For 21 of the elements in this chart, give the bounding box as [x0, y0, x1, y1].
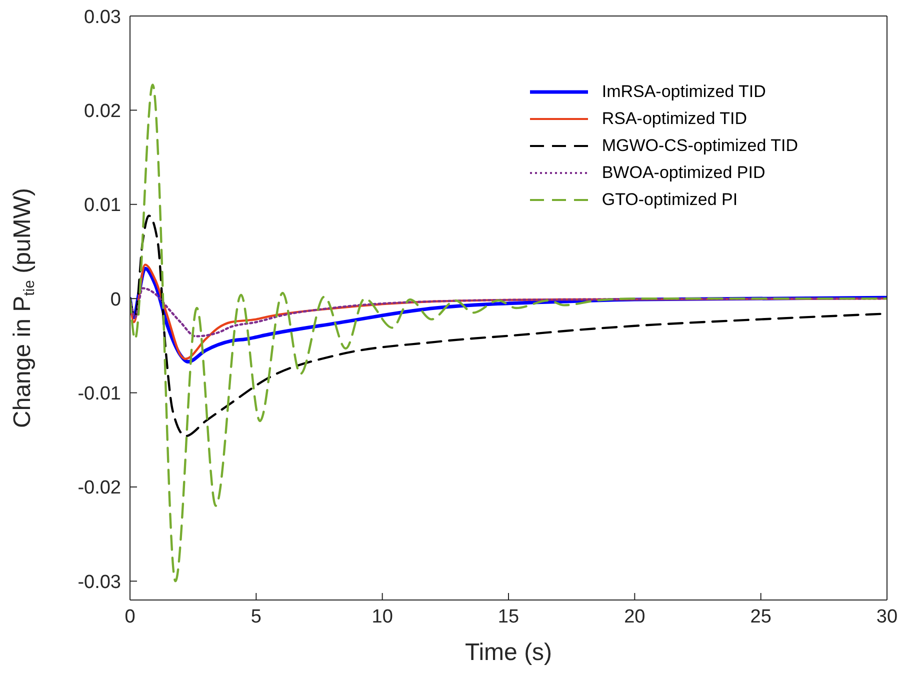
- y-tick-label: -0.01: [78, 384, 121, 405]
- y-tick-label: -0.03: [78, 572, 121, 593]
- y-tick-label: 0: [110, 289, 121, 310]
- y-tick-label: -0.02: [78, 478, 121, 499]
- x-axis-title: Time (s): [464, 639, 552, 666]
- y-tick-label: 0.02: [84, 100, 121, 122]
- y-tick-label: 0.03: [84, 6, 121, 28]
- legend-label: BWOA-optimized PID: [602, 162, 766, 182]
- x-tick-label: 10: [372, 606, 393, 628]
- x-tick-label: 25: [750, 606, 772, 628]
- y-tick-label: 0.01: [84, 195, 121, 216]
- line-series: [130, 84, 887, 582]
- x-tick-label: 0: [124, 606, 136, 628]
- x-tick-label: 20: [624, 606, 646, 628]
- x-tick-label: 15: [498, 606, 520, 628]
- legend-label: ImRSA-optimized TID: [602, 82, 766, 102]
- x-tick-label: 5: [250, 606, 262, 628]
- legend-label: RSA-optimized TID: [602, 108, 748, 128]
- legend-label: GTO-optimized PI: [602, 190, 738, 210]
- x-tick-label: 30: [876, 606, 898, 628]
- legend-label: MGWO-CS-optimized TID: [602, 136, 798, 156]
